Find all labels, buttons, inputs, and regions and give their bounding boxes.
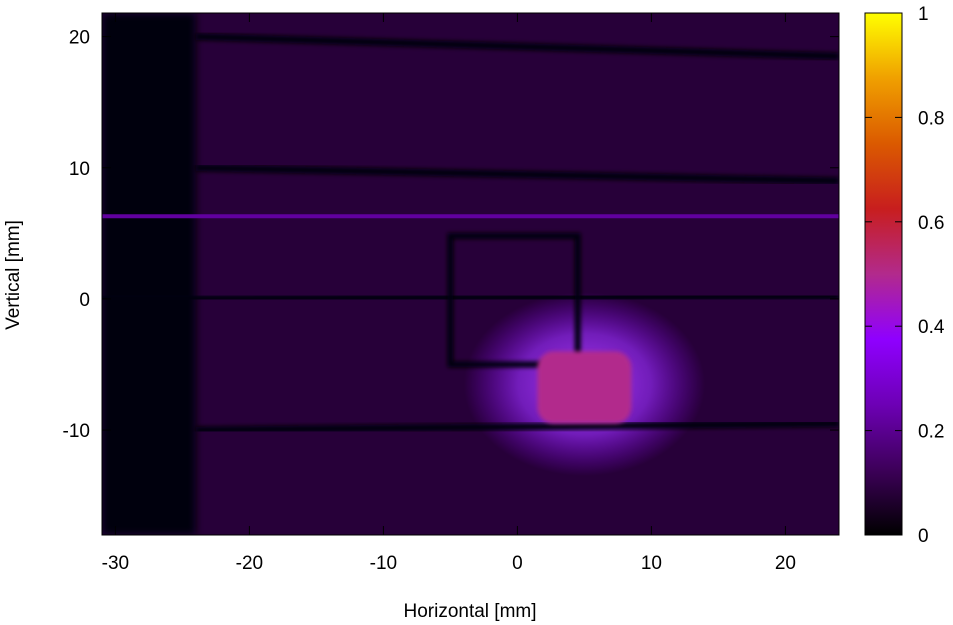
y-axis: -10 0 10 20 bbox=[63, 28, 839, 442]
colorbar-tick-label: 0.2 bbox=[918, 422, 944, 443]
colorbar-tick-label: 0.4 bbox=[918, 317, 945, 338]
plot-frame bbox=[101, 12, 840, 536]
y-tick-label: -10 bbox=[63, 421, 90, 442]
x-tick-label: -30 bbox=[102, 553, 129, 574]
inner-frame bbox=[447, 232, 581, 368]
x-tick-label: 10 bbox=[641, 553, 662, 574]
x-tick-label: -10 bbox=[370, 553, 397, 574]
horizontal-wire bbox=[195, 420, 839, 434]
colorbar-axis: 0 0.2 0.4 0.6 0.8 1 bbox=[865, 4, 945, 547]
y-tick-label: 20 bbox=[69, 28, 90, 49]
heatmap-background bbox=[102, 13, 839, 535]
horizontal-wire bbox=[195, 164, 839, 185]
x-tick-label: 0 bbox=[512, 553, 523, 574]
y-tick-label: 0 bbox=[79, 290, 90, 311]
plot-area bbox=[102, 13, 839, 535]
y-axis-label: Vertical [mm] bbox=[3, 220, 24, 330]
colorbar-tick-label: 0 bbox=[918, 526, 929, 547]
colorbar-tick-label: 0.8 bbox=[918, 108, 944, 129]
x-axis-label: Horizontal [mm] bbox=[403, 601, 536, 622]
y-tick-label: 10 bbox=[69, 159, 90, 180]
horizontal-wire bbox=[102, 292, 839, 303]
colorbar-tick-label: 1 bbox=[918, 4, 929, 25]
x-tick-label: -20 bbox=[236, 553, 263, 574]
dark-left-region bbox=[102, 13, 196, 535]
hot-spot bbox=[537, 351, 632, 424]
colorbar-tick-label: 0.6 bbox=[918, 213, 944, 234]
x-tick-label: 20 bbox=[775, 553, 796, 574]
horizontal-wire bbox=[195, 33, 839, 60]
colorbar bbox=[864, 12, 903, 536]
x-axis: -30 -20 -10 0 10 20 bbox=[102, 13, 796, 574]
